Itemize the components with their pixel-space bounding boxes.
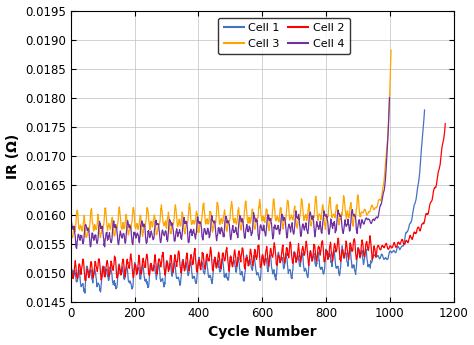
Line: Cell 1: Cell 1	[71, 110, 425, 293]
Cell 3	[69, 236, 75, 240]
Line: Cell 4: Cell 4	[71, 98, 390, 248]
Cell 2	[374, 246, 380, 250]
Cell 4	[101, 236, 107, 240]
Cell 1	[258, 268, 264, 273]
Cell 1	[380, 254, 386, 258]
Cell 4	[197, 220, 203, 224]
Cell 3	[244, 213, 250, 217]
Cell 4	[287, 226, 293, 230]
Cell 4	[387, 96, 392, 100]
X-axis label: Cycle Number: Cycle Number	[208, 325, 317, 339]
Cell 3	[363, 209, 369, 214]
Cell 4	[317, 224, 322, 228]
Cell 1	[422, 108, 428, 112]
Cell 3	[202, 221, 208, 225]
Cell 2	[68, 269, 73, 273]
Cell 1	[82, 291, 88, 295]
Cell 1	[202, 265, 208, 269]
Legend: Cell 1, Cell 3, Cell 2, Cell 4: Cell 1, Cell 3, Cell 2, Cell 4	[218, 18, 350, 54]
Cell 3	[388, 48, 394, 52]
Cell 3	[326, 201, 332, 205]
Cell 1	[328, 256, 333, 260]
Cell 2	[353, 247, 358, 251]
Cell 3	[226, 219, 232, 223]
Cell 4	[68, 225, 73, 229]
Cell 3	[199, 218, 204, 222]
Cell 2	[442, 121, 448, 126]
Cell 1	[68, 265, 73, 269]
Line: Cell 3: Cell 3	[71, 50, 391, 238]
Cell 2	[83, 278, 89, 283]
Y-axis label: IR (Ω): IR (Ω)	[6, 134, 19, 179]
Cell 2	[303, 244, 309, 248]
Cell 4	[74, 246, 80, 250]
Cell 2	[256, 243, 262, 247]
Cell 2	[78, 269, 83, 273]
Cell 4	[322, 214, 328, 218]
Line: Cell 2: Cell 2	[71, 124, 445, 280]
Cell 1	[125, 269, 130, 273]
Cell 4	[209, 216, 214, 220]
Cell 1	[68, 267, 74, 271]
Cell 2	[211, 258, 217, 262]
Cell 3	[68, 219, 73, 224]
